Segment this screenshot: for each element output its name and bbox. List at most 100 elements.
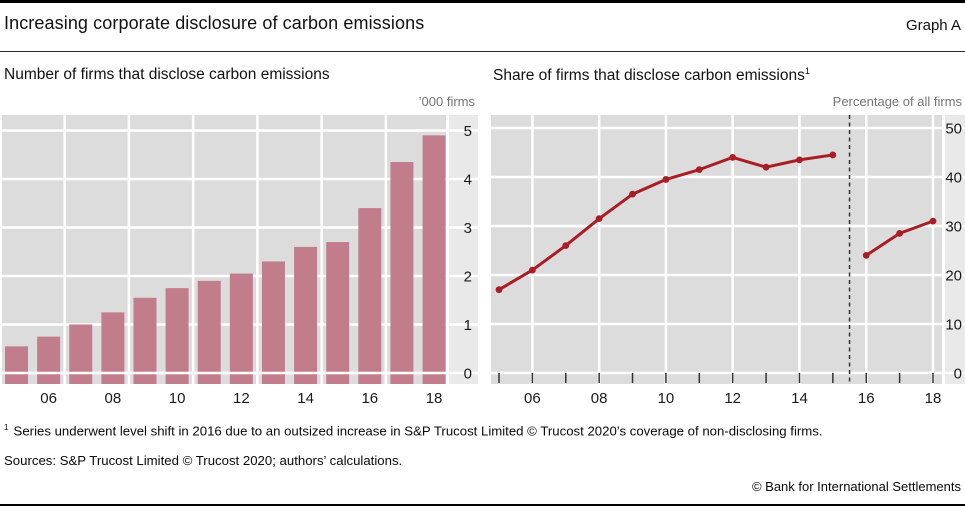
data-point-2010 [662,176,670,183]
left-panel-title: Number of firms that disclose carbon emi… [4,66,478,84]
bar-2010 [165,288,189,384]
bar-2016 [358,208,382,384]
page-title: Increasing corporate disclosure of carbo… [4,13,425,33]
line-xtick-label-18: 18 [925,390,942,407]
data-point-2014 [796,156,803,164]
line-vgridline-2014 [798,115,801,384]
bar-ytick-label-1: 1 [464,317,472,334]
bar-2008 [101,312,125,384]
xtick-mark-2005 [498,373,500,383]
bar-vgridline-1 [63,115,66,384]
bar-2007 [69,324,93,384]
line-hgridline-50 [491,126,965,130]
data-point-2017 [896,229,904,237]
data-point-2015 [829,151,837,159]
line-ytick-label-40: 40 [945,170,962,187]
line-vgridline-2008 [597,115,601,384]
bar-2011 [197,280,221,384]
bar-xtick-label-08: 08 [105,390,122,407]
bar-2006 [37,336,61,384]
data-point-2011 [695,166,703,174]
line-xtick-label-06: 06 [524,390,541,407]
line-xtick-label-12: 12 [724,390,741,407]
xtick-mark-2011 [698,373,701,383]
bar-vgridline-4 [256,115,259,384]
xtick-mark-2018 [932,373,934,383]
line-vgridline-2012 [731,115,734,384]
bar-2015 [326,242,350,384]
data-point-2005 [495,286,503,294]
bar-ytick-label-3: 3 [464,220,472,237]
line-xtick-label-10: 10 [658,390,675,407]
line-axis-separator [942,115,945,384]
bar-vgridline-3 [191,115,195,384]
right-panel-title: Share of firms that disclose carbon emis… [493,66,965,85]
xtick-mark-2008 [598,373,600,383]
bar-2009 [133,297,157,384]
bar-vgridline-6 [384,115,388,384]
bottom-rule [0,504,965,506]
data-point-2008 [595,215,603,223]
data-point-2016 [862,252,870,259]
bar-xtick-label-18: 18 [426,390,443,407]
bar-ytick-label-0: 0 [464,366,472,383]
line-hgridline-0 [491,371,965,375]
bis-copyright: © Bank for International Settlements [751,479,961,494]
bar-vgridline-5 [320,115,323,384]
data-point-2007 [562,242,570,249]
panel-share-of-firms: Share of firms that disclose carbon emis… [491,63,965,407]
line-vgridline-2006 [531,115,534,384]
bar-hgridline-3 [2,226,478,229]
xtick-mark-2010 [665,373,667,383]
xtick-mark-2009 [631,373,634,383]
data-point-2009 [629,190,636,198]
bar-2012 [229,273,253,384]
bar-2014 [294,246,318,384]
xtick-mark-2015 [832,373,834,383]
line-xtick-label-16: 16 [858,390,875,407]
data-point-2018 [929,217,937,225]
right-panel-title-footnote-marker: 1 [804,66,811,76]
data-point-2012 [729,154,737,161]
line-ytick-label-50: 50 [945,121,962,138]
header-rule [0,51,965,52]
footnote-text: Series underwent level shift in 2016 due… [13,423,823,439]
xtick-mark-2017 [898,373,901,383]
bar-xtick-label-14: 14 [297,390,314,407]
line-hgridline-20 [491,273,965,277]
bar-hgridline-4 [2,177,478,181]
line-ytick-label-30: 30 [945,219,962,236]
data-point-2013 [762,163,770,171]
line-ytick-label-0: 0 [954,366,962,383]
line-ytick-label-10: 10 [945,317,962,334]
bar-2013 [261,261,285,384]
line-hgridline-30 [491,224,965,228]
xtick-mark-2014 [798,373,801,383]
xtick-mark-2012 [731,373,734,383]
bar-ytick-label-4: 4 [464,172,472,189]
bar-xtick-label-10: 10 [169,390,186,407]
bar-xtick-label-16: 16 [361,390,378,407]
xtick-mark-2006 [531,373,534,383]
right-axis-unit-label: Percentage of all firms [832,94,962,109]
data-point-2006 [528,266,536,274]
bar-2018 [422,135,446,384]
line-xtick-label-08: 08 [591,390,608,407]
left-axis-unit-label: ’000 firms [418,94,475,109]
top-rule [0,0,965,3]
bar-zero-line [2,371,449,375]
bar-vgridline-2 [127,115,131,384]
line-vgridline-2010 [664,115,668,384]
line-vgridline-2016 [864,115,868,384]
bar-axis-separator [446,115,449,384]
line-hgridline-40 [491,175,965,179]
line-ylabel-strip [945,115,965,384]
line-chart-svg: 0 10 20 30 40 50 06 08 10 12 14 16 18 [491,115,965,407]
right-panel-title-text: Share of firms that disclose carbon emis… [493,67,805,85]
graph-label: Graph A [905,17,961,34]
sources-line: Sources: S&P Trucost Limited © Trucost 2… [4,453,403,468]
footnote-marker: 1 [4,423,9,432]
line-vgridline-2018 [931,115,935,384]
